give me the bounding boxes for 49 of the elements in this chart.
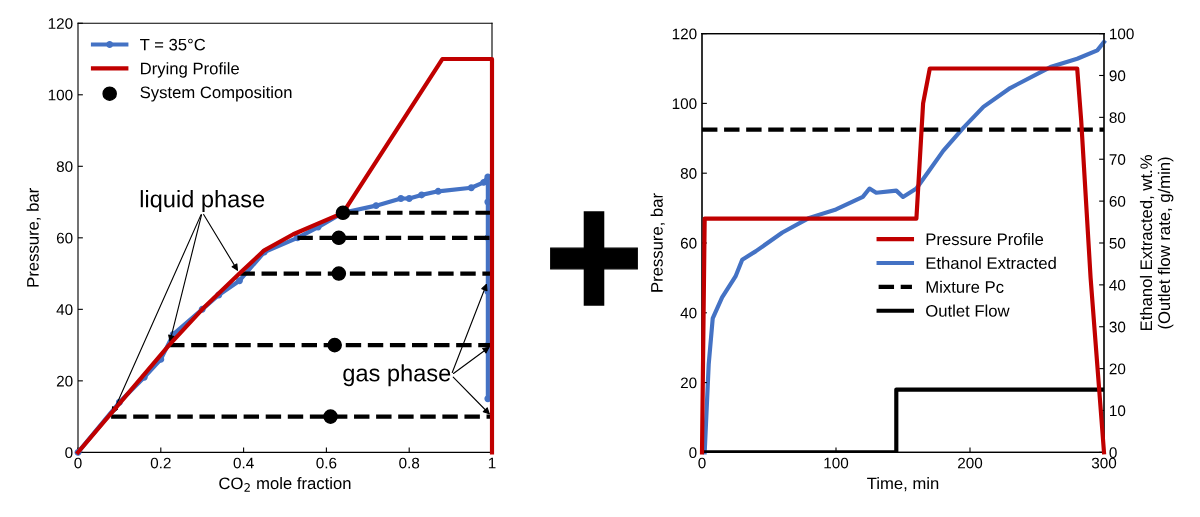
legend-label: System Composition (140, 86, 292, 102)
y2-tick-label: 0 (1109, 447, 1117, 459)
y-tick-label: 20 (680, 377, 697, 389)
y-tick-label: 80 (56, 161, 73, 172)
annotation: gas phase (343, 364, 451, 387)
x-tick-label: 0 (698, 457, 706, 469)
x-tick-label: 0.8 (399, 457, 420, 469)
legend-label: Outlet Flow (926, 304, 1010, 317)
y2-tick-label: 90 (1109, 70, 1126, 82)
x-tick-label: 300 (1091, 457, 1117, 469)
x-axis-title: CO$_{2}$ mole fraction (219, 476, 351, 492)
x-axis-title: Time, min (867, 477, 939, 492)
x-tick-label: 100 (824, 457, 849, 469)
y-tick-label: 100 (672, 98, 697, 110)
y-tick-label: 40 (680, 307, 697, 319)
y-tick-label: 60 (56, 232, 73, 244)
legend-label: Drying Profile (141, 62, 239, 78)
y-tick-label: 40 (56, 304, 73, 316)
y-tick-label: 80 (680, 168, 697, 179)
y-tick-label: 20 (56, 375, 73, 387)
y2-tick-label: 60 (1109, 195, 1126, 207)
y-tick-label: 60 (680, 237, 697, 249)
y-tick-label: 0 (65, 447, 73, 459)
x-tick-label: 0.2 (150, 457, 171, 469)
legend-label: T = 35°C (140, 38, 206, 51)
legend-label: Pressure Profile (926, 232, 1044, 246)
y2-tick-label: 20 (1109, 363, 1126, 375)
y-tick-label: 100 (48, 89, 73, 101)
x-tick-label: 200 (958, 457, 983, 469)
y-axis-title: Pressure, bar (650, 193, 665, 292)
y-tick-label: 120 (48, 18, 73, 29)
y2-tick-label: 30 (1109, 321, 1126, 333)
annotation: liquid phase (140, 190, 265, 213)
x-tick-label: 0.6 (316, 457, 337, 469)
x-tick-label: 0.4 (233, 457, 254, 469)
y2-tick-label: 100 (1110, 28, 1134, 40)
x-tick-label: 1 (488, 457, 496, 469)
y2-axis-title: Ethanol Extracted, wt.% (Outlet flow rate, g/min) (1139, 155, 1174, 331)
y2-tick-label: 80 (1109, 112, 1126, 124)
y2-tick-label: 50 (1109, 237, 1126, 249)
y-tick-label: 0 (689, 447, 697, 459)
y-axis-title: Pressure, bar (26, 188, 41, 287)
y2-tick-label: 10 (1110, 405, 1126, 417)
legend-label: Ethanol Extracted (926, 256, 1056, 270)
y-tick-label: 120 (672, 28, 697, 40)
legend-label: Mixture Pc (926, 280, 1004, 293)
y2-tick-label: 70 (1109, 154, 1126, 165)
x-tick-label: 0 (74, 457, 82, 469)
y2-tick-label: 40 (1109, 279, 1126, 291)
